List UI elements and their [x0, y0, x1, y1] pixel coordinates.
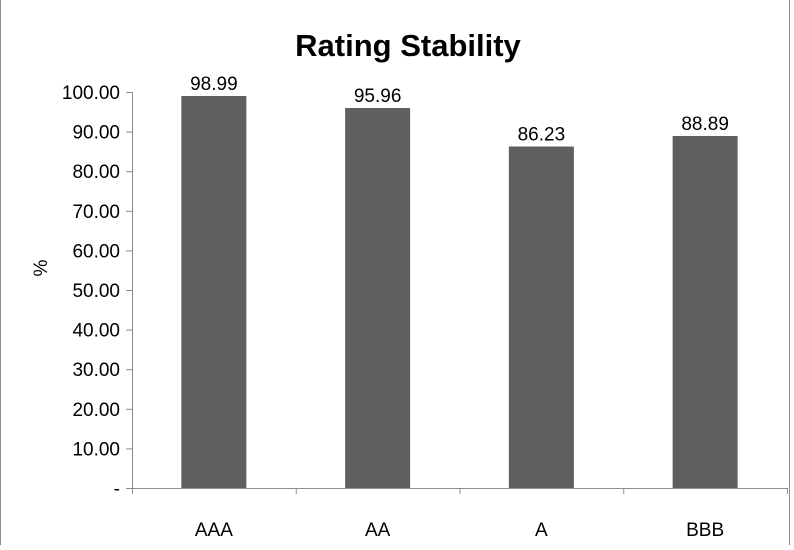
- y-tick-label: 60.00: [72, 241, 120, 262]
- y-tick-label: 10.00: [72, 439, 120, 460]
- x-tick-label-a: A: [535, 520, 548, 541]
- x-tick-label-aa: AA: [365, 520, 391, 541]
- data-labels: 98.99 95.96 86.23 88.89: [190, 74, 729, 146]
- y-tick-label: 100.00: [62, 83, 120, 104]
- bar-series: [181, 95, 738, 488]
- y-tick-label: 70.00: [72, 202, 120, 223]
- bar-bbb: [672, 135, 738, 488]
- chart-title: Rating Stability: [295, 28, 521, 63]
- y-axis-ticks: - 10.00 20.00 30.00 40.00 50.00 60.00 70.00 80.0…: [62, 83, 132, 500]
- y-tick-label: 40.00: [72, 321, 120, 342]
- x-axis-ticks: AAA AA A BBB: [132, 488, 788, 541]
- y-tick-label: 20.00: [72, 400, 120, 421]
- y-axis-label: %: [31, 259, 52, 276]
- bar-a: [508, 146, 574, 488]
- data-label-aa: 95.96: [354, 86, 402, 107]
- y-tick-label: -: [114, 479, 120, 500]
- bar-aaa: [181, 95, 247, 488]
- y-tick-label: 80.00: [72, 162, 120, 183]
- y-tick-label: 90.00: [72, 123, 120, 144]
- y-tick-label: 50.00: [72, 281, 120, 302]
- data-label-aaa: 98.99: [190, 74, 238, 95]
- x-tick-label-bbb: BBB: [686, 520, 724, 541]
- data-label-a: 86.23: [518, 125, 566, 146]
- data-label-bbb: 88.89: [681, 114, 729, 135]
- x-tick-label-aaa: AAA: [195, 520, 233, 541]
- y-tick-label: 30.00: [72, 360, 120, 381]
- bar-aa: [345, 107, 411, 488]
